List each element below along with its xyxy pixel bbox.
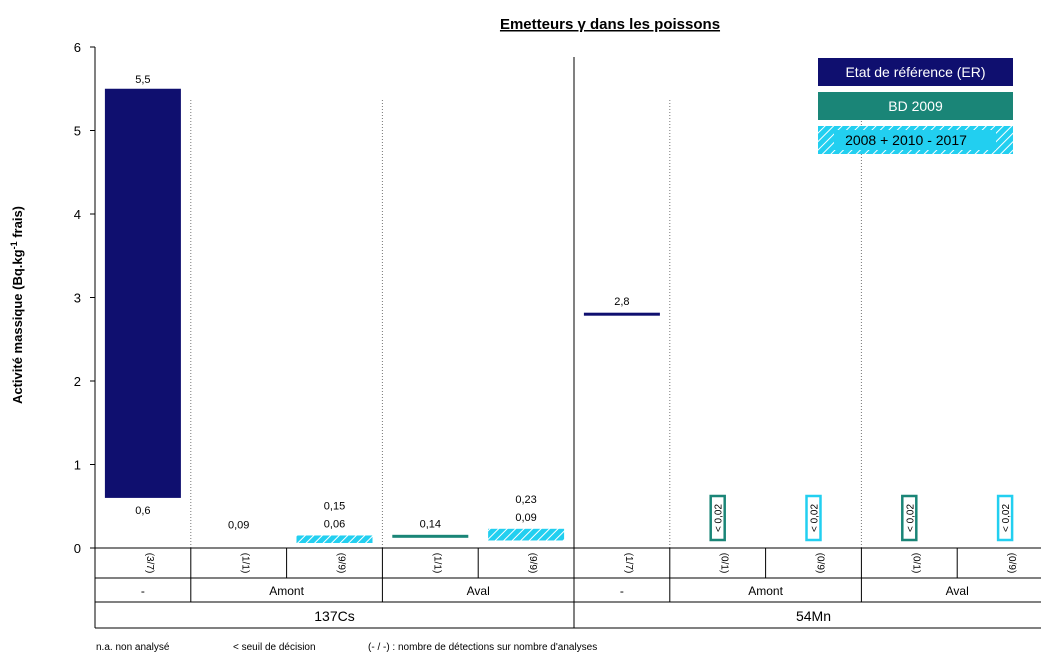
group-label: Aval <box>467 584 490 598</box>
count-label: (9/9) <box>336 553 347 574</box>
below-threshold-label: < 0,02 <box>905 504 916 533</box>
element-label: 137Cs <box>314 608 354 624</box>
data-label: 2,8 <box>614 296 629 308</box>
count-label: (0/9) <box>1006 553 1017 574</box>
count-label: (1/1) <box>240 553 251 574</box>
plot-area: 5,5 0,6 0,09 0,15 0,06 0,14 0,23 0,09 2,8 < 0,02 <… <box>104 57 1014 548</box>
group-label: Amont <box>748 584 783 598</box>
count-label: (0/1) <box>719 553 730 574</box>
count-label: (0/9) <box>815 553 826 574</box>
legend: Etat de référence (ER) BD 2009 2008 + 2010… <box>818 58 1013 154</box>
legend-label: Etat de référence (ER) <box>845 64 985 80</box>
y-axis-label: Activité massique (Bq.kg-1 frais) <box>9 206 25 404</box>
range-bar <box>104 88 181 498</box>
below-threshold-box <box>996 494 1014 542</box>
data-label: 0,09 <box>228 519 249 531</box>
data-label-min: 0,09 <box>515 512 536 524</box>
range-bar <box>296 535 373 543</box>
data-label-min: 0,6 <box>135 505 150 517</box>
legend-label: BD 2009 <box>888 98 943 114</box>
count-label: (1/1) <box>431 553 442 574</box>
below-threshold-box <box>709 494 726 542</box>
data-label-max: 5,5 <box>135 74 150 86</box>
y-tick-label: 5 <box>74 124 81 139</box>
y-tick-label: 2 <box>74 374 81 389</box>
value-bar <box>392 534 469 538</box>
y-tick-label: 4 <box>74 207 81 222</box>
group-label: - <box>141 584 145 598</box>
data-label-min: 0,06 <box>324 518 345 530</box>
value-bar <box>583 312 660 316</box>
below-threshold-label: < 0,02 <box>1001 504 1012 533</box>
legend-swatch <box>818 58 1013 86</box>
legend-swatch <box>818 92 1013 120</box>
count-label: (0/1) <box>910 553 921 574</box>
legend-label: 2008 + 2010 - 2017 <box>845 132 967 148</box>
y-tick-label: 3 <box>74 291 81 306</box>
group-label: Aval <box>946 584 969 598</box>
footnote: < seuil de décision <box>233 642 316 653</box>
data-label-max: 0,23 <box>515 494 536 506</box>
y-tick-label: 6 <box>74 40 81 55</box>
category-table: (3/7) - (1/1) (9/9) Amont (1/1) (9/9) Aval 137Cs… <box>94 547 1041 629</box>
legend-label-bg <box>834 130 996 150</box>
below-threshold-label: < 0,02 <box>714 504 725 533</box>
y-tick-label: 1 <box>74 458 81 473</box>
y-tick-label: 0 <box>74 541 81 556</box>
data-label: 0,14 <box>420 518 441 530</box>
count-label: (9/9) <box>527 553 538 574</box>
data-label-max: 0,15 <box>324 500 345 512</box>
group-label: - <box>620 584 624 598</box>
group-label: Amont <box>269 584 304 598</box>
below-threshold-box <box>805 494 822 542</box>
element-label: 54Mn <box>796 608 831 624</box>
below-threshold-label: < 0,02 <box>810 504 821 533</box>
footnote: n.a. non analysé <box>96 642 170 653</box>
range-bar <box>488 528 565 541</box>
footnotes: n.a. non analysé < seuil de décision (- / … <box>96 642 597 653</box>
chart-title: Emetteurs γ dans les poissons <box>500 16 720 33</box>
below-threshold-box <box>901 494 918 542</box>
footnote: (- / -) : nombre de détections sur nombr… <box>368 642 597 653</box>
y-axis: 0 1 2 3 4 5 6 <box>74 40 96 556</box>
count-label: (1/7) <box>623 553 634 574</box>
count-label: (3/7) <box>144 553 155 574</box>
